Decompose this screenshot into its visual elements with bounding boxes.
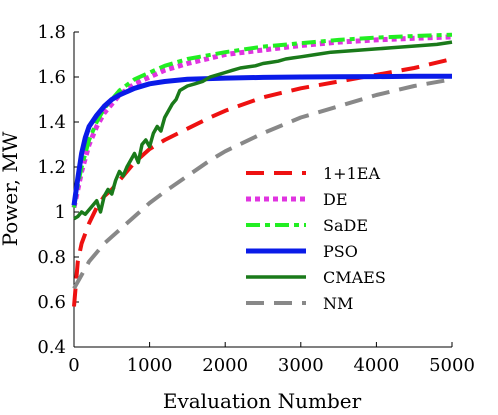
- series-line-nm: [72, 77, 453, 290]
- legend-label: DE: [323, 190, 348, 209]
- x-tick-label: 3000: [278, 355, 324, 376]
- y-tick-label: 0.6: [37, 292, 66, 313]
- y-axis-title: Power, MW: [0, 131, 22, 246]
- y-tick-label: 0.4: [37, 337, 66, 358]
- legend-label: CMAES: [323, 268, 386, 287]
- legend-label: 1+1EA: [323, 164, 380, 183]
- y-tick-label: 1.4: [37, 112, 66, 133]
- x-axis-title: Evaluation Number: [163, 389, 362, 413]
- y-tick-label: 1: [55, 202, 66, 223]
- series-line-sade: [72, 32, 453, 208]
- y-tick-label: 1.2: [37, 157, 66, 178]
- legend-label: NM: [323, 294, 353, 313]
- y-tick-label: 0.8: [37, 247, 66, 268]
- y-tick-label: 1.6: [37, 67, 66, 88]
- series-layer: [71, 32, 453, 307]
- legend-label: SaDE: [323, 216, 368, 235]
- x-tick-label: 5000: [429, 355, 475, 376]
- x-tick-label: 1000: [127, 355, 173, 376]
- x-tick-labels: 0 1000 2000 3000 4000 5000: [68, 355, 475, 376]
- y-tick-label: 1.8: [37, 22, 66, 43]
- y-tick-labels: 0.4 0.6 0.8 1 1.2 1.4 1.6 1.8: [37, 22, 66, 358]
- series-line-pso: [71, 73, 452, 206]
- legend: 1+1EA DE SaDE PSO CMAES NM: [246, 164, 386, 313]
- x-tick-label: 4000: [353, 355, 399, 376]
- x-tick-label: 0: [68, 355, 79, 376]
- series-line-1-1ea: [72, 57, 453, 307]
- series-line-cmaes: [73, 40, 453, 221]
- legend-label: PSO: [323, 242, 358, 261]
- x-tick-label: 2000: [202, 355, 248, 376]
